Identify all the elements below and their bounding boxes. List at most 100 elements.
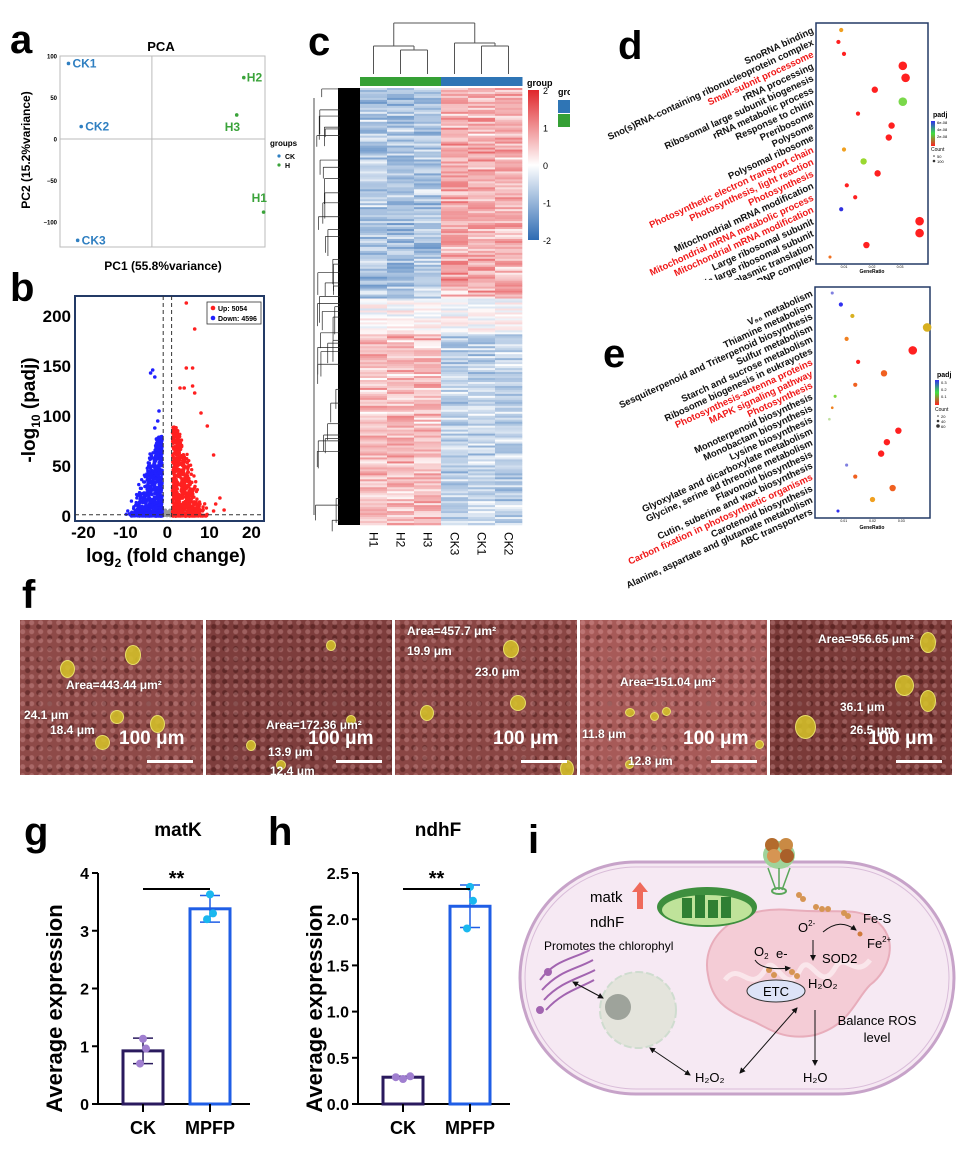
- heatmap-cell: [414, 147, 442, 150]
- heatmap-cell: [495, 501, 523, 504]
- volcano-point-up: [182, 477, 186, 481]
- heatmap-cell: [414, 278, 442, 281]
- heatmap-cell: [387, 348, 415, 351]
- volcano-point-up: [172, 488, 177, 492]
- heatmap-cell: [387, 455, 415, 458]
- heatmap-cell: [360, 153, 388, 156]
- heatmap-cell: [387, 443, 415, 446]
- heatmap-cell: [414, 308, 442, 311]
- heatmap-cell: [414, 89, 442, 93]
- x-tick-ck: CK: [130, 1118, 156, 1138]
- heatmap-cell: [360, 169, 388, 172]
- heatmap-cell: [360, 115, 388, 119]
- heatmap-cell: [495, 236, 523, 240]
- data-point: [142, 1044, 150, 1053]
- chart-title: matK: [154, 820, 202, 841]
- heatmap-cell: [360, 111, 388, 115]
- heatmap-cell: [495, 374, 523, 377]
- heatmap-cell: [387, 236, 415, 240]
- panel-label-b: b: [10, 266, 35, 310]
- volcano-point-up: [176, 505, 180, 509]
- heatmap-cell: [387, 385, 415, 389]
- volcano-point-down: [155, 500, 159, 505]
- padj-tick: 6e-08: [937, 120, 948, 125]
- heatmap-cell: [387, 292, 415, 295]
- heatmap-cell: [414, 191, 442, 194]
- heatmap-cell: [387, 451, 415, 454]
- heatmap-cell: [414, 477, 442, 480]
- volcano-point-down: [153, 483, 157, 487]
- volcano-point-up: [176, 453, 180, 457]
- heatmap-cell: [495, 395, 523, 399]
- volcano-legend-down: Down: 4596: [218, 316, 257, 323]
- heatmap-cell: [414, 306, 442, 309]
- heatmap-cell: [495, 179, 523, 182]
- y-axis-label: Average expression: [42, 904, 67, 1112]
- heatmap-cell: [441, 475, 469, 478]
- volcano-point-up: [192, 327, 197, 331]
- heatmap-column-label-ck2: CK2: [502, 532, 516, 556]
- heatmap-cell: [495, 483, 523, 486]
- heatmap-cell: [468, 308, 496, 311]
- heatmap-cell: [441, 379, 469, 383]
- heatmap-cell: [441, 290, 469, 293]
- heatmap-cell: [387, 366, 415, 369]
- heatmap-cell: [495, 153, 523, 156]
- volcano-point-down: [157, 481, 161, 485]
- heatmap-cell: [360, 256, 388, 260]
- heatmap-cell: [360, 381, 388, 385]
- term-bubble: [845, 463, 849, 467]
- heatmap-cell: [441, 459, 469, 462]
- stomata-marker: [110, 710, 124, 724]
- heatmap-cell: [468, 413, 496, 417]
- heatmap-cell: [360, 193, 388, 196]
- heatmap-cell: [387, 517, 415, 520]
- heatmap-cell: [387, 495, 415, 498]
- heatmap-cell: [414, 455, 442, 458]
- heatmap-cell: [387, 505, 415, 508]
- heatmap-cell: [360, 143, 388, 146]
- heatmap-cell: [468, 342, 496, 345]
- heatmap-cell: [468, 135, 496, 138]
- heatmap-cell: [414, 352, 442, 355]
- pca-xlabel: PC1 (55.8%variance): [104, 259, 221, 273]
- heatmap-cell: [414, 99, 442, 103]
- heatmap-cell: [360, 141, 388, 144]
- volcano-point-up: [189, 472, 193, 476]
- heatmap-cell: [468, 511, 496, 514]
- heatmap-cell: [387, 91, 415, 95]
- heatmap-cell: [495, 441, 523, 444]
- term-bubble: [895, 427, 902, 434]
- scale-bar-label: 100 μm: [308, 728, 374, 749]
- heatmap-cell: [360, 117, 388, 121]
- heatmap-cell: [495, 314, 523, 317]
- balance-ros-label: Balance ROS: [838, 1013, 917, 1028]
- heatmap-cell: [414, 407, 442, 411]
- heatmap-cell: [468, 435, 496, 438]
- heatmap-cell: [441, 167, 469, 170]
- heatmap-annotation-ck2: [495, 77, 523, 86]
- heatmap-cell: [360, 101, 388, 105]
- heatmap-cell: [441, 121, 469, 125]
- heatmap-cell: [360, 419, 388, 423]
- heatmap-cell: [441, 199, 469, 202]
- heatmap-cell: [468, 340, 496, 343]
- volcano-point-down: [152, 462, 156, 467]
- heatmap-cell: [414, 276, 442, 279]
- bar-mpfp: [188, 907, 232, 1106]
- volcano-point-up: [179, 508, 184, 512]
- volcano-point-down: [142, 491, 147, 495]
- heatmap-cell: [414, 475, 442, 478]
- heatmap-cell: [495, 477, 523, 480]
- heatmap-cell: [468, 417, 496, 421]
- heatmap-cell: [387, 231, 415, 234]
- heatmap-cell: [414, 487, 442, 490]
- heatmap-cell: [387, 437, 415, 440]
- heatmap-cell: [360, 366, 388, 369]
- volcano-point-up: [183, 508, 187, 512]
- heatmap-cell: [441, 310, 469, 313]
- heatmap-cell: [468, 177, 496, 180]
- heatmap-cell: [414, 378, 442, 381]
- heatmap-cell: [441, 441, 469, 444]
